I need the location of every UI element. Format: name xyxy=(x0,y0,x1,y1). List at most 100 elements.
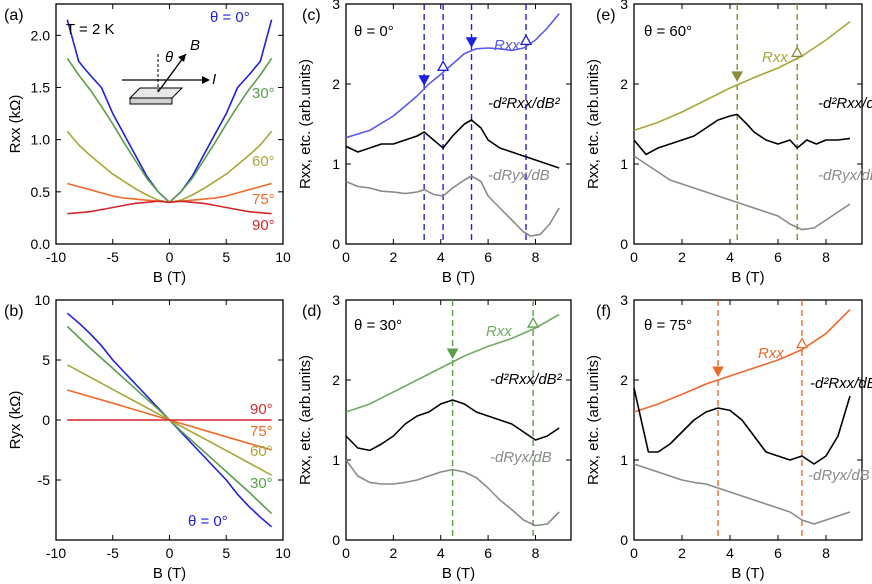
series-line xyxy=(633,113,851,156)
series-line xyxy=(66,19,273,204)
open-marker xyxy=(437,59,450,71)
open-marker xyxy=(795,337,809,349)
x-axis-label: B (T) xyxy=(442,565,475,582)
open-marker xyxy=(791,46,804,58)
first-derivative-label: -dRyx/dB xyxy=(818,167,872,184)
y-axis-label: Rxx (kΩ) xyxy=(7,95,24,154)
x-tick-label: -10 xyxy=(46,545,66,561)
open-marker xyxy=(527,316,540,328)
annotations-d: θ = 30° Rxx -d²Rxx/dB² -dRyx/dB xyxy=(354,317,563,466)
series-line xyxy=(67,182,272,204)
y-tick-label: 3 xyxy=(332,292,340,308)
panel-c: 0 2 4 6 8 0 1 2 3 B (T) Rxx, etc. (arb.units) (c) xyxy=(297,0,572,286)
x-tick-label: 8 xyxy=(822,545,830,561)
x-tick-label: 4 xyxy=(726,249,734,265)
series-line xyxy=(633,463,851,525)
plot-frame xyxy=(55,3,284,245)
y-tick-label: 3 xyxy=(620,0,628,12)
y-axis-label: Rxx, etc. (arb.units) xyxy=(297,59,314,189)
y-tick-label: 1 xyxy=(620,452,628,468)
y-tick-label: 0 xyxy=(42,412,50,428)
x-tick-label: 4 xyxy=(437,249,445,265)
y-tick-label: 3 xyxy=(332,0,340,12)
y-tick-label: 2 xyxy=(620,76,628,92)
rxx-label: Rxx xyxy=(494,37,520,54)
x-tick-label: -5 xyxy=(107,249,120,265)
series-line xyxy=(345,175,560,237)
series-line xyxy=(633,387,851,465)
x-tick-label: -5 xyxy=(107,545,120,561)
y-tick-label: 0 xyxy=(620,236,628,252)
y-tick-label: 0 xyxy=(332,236,340,252)
series-line xyxy=(633,155,851,231)
second-derivative-label: -d²Rxx/dB² xyxy=(810,375,872,392)
angle-label: θ = 30° xyxy=(354,317,402,334)
x-tick-label: 0 xyxy=(630,249,638,265)
y-axis-label: Rxx, etc. (arb.units) xyxy=(585,59,602,189)
field-arrowhead xyxy=(178,54,186,62)
y-tick-label: 1 xyxy=(332,452,340,468)
panel-label: (a) xyxy=(4,7,24,24)
temperature-label: T = 2 K xyxy=(66,21,115,38)
series-line xyxy=(345,313,560,413)
sample-top xyxy=(128,87,184,99)
x-tick-label: 6 xyxy=(774,249,782,265)
x-tick-label: 5 xyxy=(222,545,230,561)
panel-f: 0 2 4 6 8 0 1 2 3 B (T) Rxx, etc. (arb.units) (f) xyxy=(585,292,863,582)
plot-frame xyxy=(633,3,863,245)
panel-a: -10 -5 0 5 10 0.0 0.5 1.0 1.5 2.0 B (T) Rxx (kΩ) (a) xyxy=(4,3,291,286)
x-tick-label: -10 xyxy=(46,249,66,265)
angle-label: θ = 0° xyxy=(354,23,394,40)
y-tick-label: 2 xyxy=(332,372,340,388)
series-label: 90° xyxy=(250,401,273,418)
rxx-label: Rxx xyxy=(762,49,788,66)
y-tick-label: 2.0 xyxy=(31,27,51,43)
angle-symbol: θ xyxy=(165,49,173,66)
filled-marker xyxy=(465,37,478,48)
panel-label: (c) xyxy=(302,7,321,24)
panel-b: -10 -5 0 5 10 -5 0 5 10 B (T) Ryx (kΩ) (b) xyxy=(4,292,291,582)
x-tick-label: 2 xyxy=(389,249,397,265)
x-tick-label: 0 xyxy=(342,249,350,265)
x-tick-label: 10 xyxy=(275,249,291,265)
x-tick-label: 0 xyxy=(166,545,174,561)
x-tick-label: 10 xyxy=(275,545,291,561)
series-label: 30° xyxy=(252,85,275,102)
series-line xyxy=(633,20,851,132)
filled-marker xyxy=(731,71,744,82)
field-symbol: B xyxy=(190,37,200,54)
second-derivative-label: -d²Rxx/dB² xyxy=(818,95,872,112)
x-axis-label: B (T) xyxy=(731,269,764,286)
series-label: 60° xyxy=(252,153,275,170)
panel-e: 0 2 4 6 8 0 1 2 3 B (T) Rxx, etc. (arb.units) (e) xyxy=(585,0,863,286)
y-axis-label: Rxx, etc. (arb.units) xyxy=(297,355,314,485)
series-line xyxy=(345,399,560,452)
series-label: 30° xyxy=(250,475,273,492)
series-label: 90° xyxy=(252,217,275,234)
open-marker xyxy=(519,34,533,46)
rxx-label: Rxx xyxy=(486,323,512,340)
x-tick-label: 0 xyxy=(342,545,350,561)
series-label: 60° xyxy=(250,443,273,460)
y-tick-label: 1 xyxy=(620,156,628,172)
y-tick-label: -5 xyxy=(38,472,51,488)
inset-schematic: θBI xyxy=(122,37,216,105)
y-tick-label: 5 xyxy=(42,352,50,368)
angle-label: θ = 75° xyxy=(644,317,692,334)
x-tick-label: 4 xyxy=(437,545,445,561)
first-derivative-label: -dRyx/dB xyxy=(808,467,870,484)
series-line xyxy=(345,119,560,169)
plot-frame xyxy=(345,299,572,541)
x-axis-label: B (T) xyxy=(731,565,764,582)
x-axis-label: B (T) xyxy=(153,269,186,286)
series-label: θ = 0° xyxy=(210,9,250,26)
second-derivative-label: -d²Rxx/dB² xyxy=(488,95,561,112)
y-tick-label: 10 xyxy=(34,292,50,308)
panel-label: (f) xyxy=(596,303,611,320)
panel-d: 0 2 4 6 8 0 1 2 3 B (T) Rxx, etc. (arb.units) (d) xyxy=(297,292,572,582)
x-tick-label: 6 xyxy=(774,545,782,561)
annotations-f: θ = 75° Rxx -d²Rxx/dB² -dRyx/dB xyxy=(644,317,872,484)
panel-label: (d) xyxy=(302,303,322,320)
annotations-e: θ = 60° Rxx -d²Rxx/dB² -dRyx/dB xyxy=(644,23,872,184)
